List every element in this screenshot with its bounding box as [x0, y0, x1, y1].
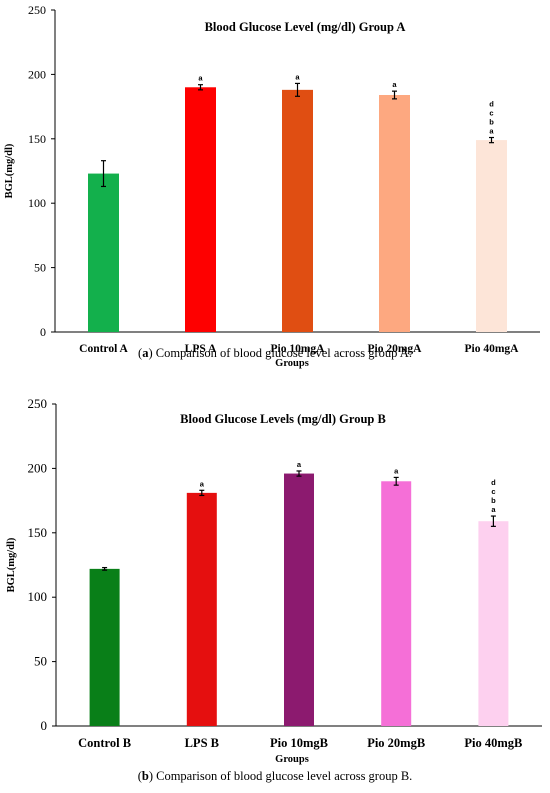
y-tick-label: 50: [34, 261, 46, 275]
y-tick-label: 150: [28, 132, 46, 146]
y-tick-label: 250: [28, 396, 48, 411]
bar: [185, 87, 216, 332]
significance-label: a: [198, 74, 203, 83]
y-axis-label: BGL(mg/dl): [6, 537, 17, 592]
bar: [282, 89, 313, 332]
significance-label: a: [200, 479, 205, 488]
category-label: LPS A: [185, 343, 217, 355]
significance-label: a: [489, 127, 494, 136]
y-tick-label: 0: [40, 325, 46, 339]
bar: [88, 173, 119, 332]
significance-label: a: [297, 460, 302, 469]
category-label: Pio 20mgB: [367, 736, 425, 750]
category-label: Pio 10mgB: [270, 736, 328, 750]
x-axis-label: Groups: [275, 358, 309, 369]
category-label: Pio 40mgA: [465, 343, 520, 355]
chart-title: Blood Glucose Level (mg/dl) Group A: [205, 20, 406, 34]
y-tick-label: 200: [28, 67, 46, 81]
x-axis-label: Groups: [275, 754, 309, 765]
caption-a: (a) Comparison of blood glucose level ac…: [138, 346, 412, 360]
y-tick-label: 100: [28, 589, 48, 604]
y-axis-label: BGL(mg/dl): [4, 143, 15, 198]
bar: [284, 473, 314, 726]
significance-label: b: [489, 118, 494, 127]
significance-label: a: [295, 72, 300, 81]
chart-title: Blood Glucose Levels (mg/dl) Group B: [180, 412, 386, 426]
y-tick-label: 100: [28, 196, 46, 210]
significance-label: a: [394, 466, 399, 475]
category-label: Pio 20mgA: [368, 343, 423, 355]
category-label: LPS B: [185, 736, 219, 750]
y-tick-label: 0: [41, 718, 48, 733]
caption-b: (b) Comparison of blood glucose level ac…: [137, 769, 413, 783]
significance-label: b: [491, 496, 496, 505]
category-label: Control A: [79, 343, 128, 355]
y-tick-label: 50: [34, 654, 47, 669]
y-tick-label: 200: [28, 460, 48, 475]
chart-group-b: Blood Glucose Levels (mg/dl) Group B 0 50 1…: [6, 396, 542, 765]
category-label: Pio 40mgB: [464, 736, 522, 750]
y-tick-label: 250: [28, 3, 46, 17]
bar: [186, 492, 217, 726]
category-label: Pio 10mgA: [271, 343, 326, 355]
significance-label: d: [489, 100, 494, 109]
bar: [478, 521, 509, 726]
chart-group-a: Blood Glucose Level (mg/dl) Group A 0 50 10…: [4, 3, 540, 369]
significance-label: a: [392, 80, 397, 89]
significance-label: d: [491, 478, 496, 487]
y-tick-label: 150: [28, 525, 48, 540]
significance-label: a: [491, 505, 496, 514]
bar: [476, 140, 507, 332]
category-label: Control B: [78, 736, 131, 750]
bar: [381, 481, 412, 726]
bar: [89, 568, 120, 726]
significance-label: c: [491, 487, 495, 496]
bar: [379, 95, 410, 333]
significance-label: c: [489, 109, 493, 118]
